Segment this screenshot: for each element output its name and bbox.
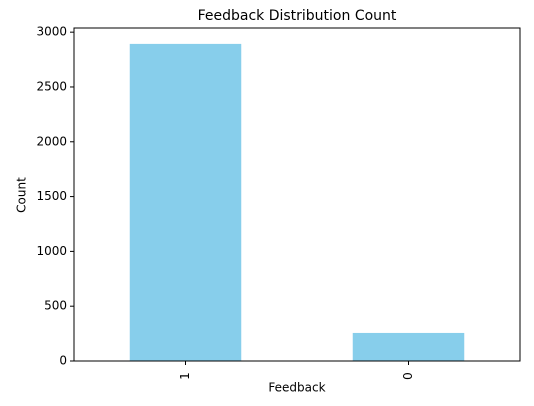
bar — [129, 43, 242, 362]
x-axis-label: Feedback — [268, 381, 325, 395]
y-tick-label: 2500 — [36, 79, 67, 93]
y-tick-label: 2000 — [36, 134, 67, 148]
y-tick-label: 500 — [44, 299, 67, 313]
y-tick-label: 3000 — [36, 25, 67, 39]
y-tick-label: 1000 — [36, 244, 67, 258]
chart-title: Feedback Distribution Count — [198, 8, 397, 24]
plot-frame — [73, 27, 521, 362]
bar — [352, 332, 465, 361]
x-tick-label: 0 — [401, 372, 415, 380]
y-axis-label: Count — [15, 177, 29, 213]
x-tick-label: 1 — [178, 372, 192, 380]
y-tick-label: 0 — [59, 354, 67, 368]
y-tick-label: 1500 — [36, 189, 67, 203]
